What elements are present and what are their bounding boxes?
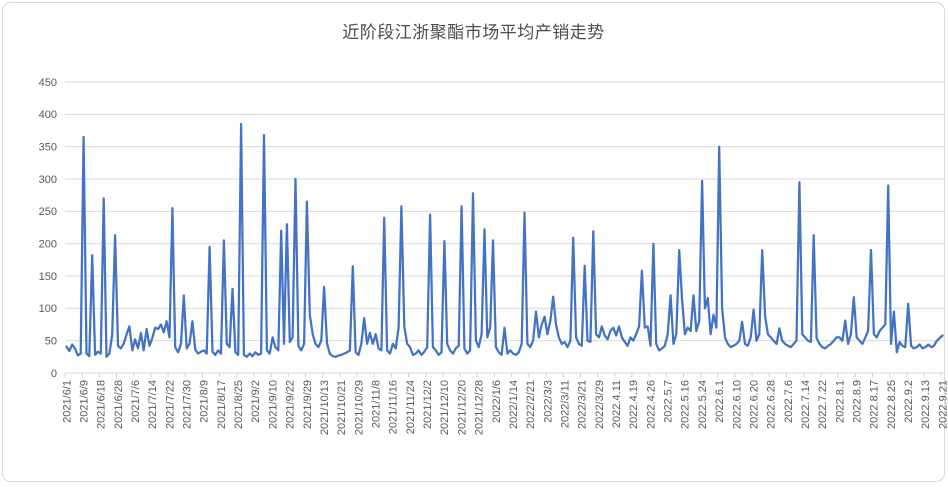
x-axis-tick-label: 2021/12/10 [439, 380, 451, 435]
x-axis-tick-label: 2021/10/21 [336, 380, 348, 435]
x-axis-tick-label: 2022/3/11 [559, 380, 571, 428]
x-axis-tick-label: 2022.5.16 [680, 380, 692, 429]
x-axis-tick-label: 2021/12/2 [422, 380, 434, 429]
y-axis-tick-label: 450 [39, 77, 57, 89]
y-axis-tick-label: 50 [45, 336, 57, 348]
x-axis-tick-label: 2021/7/14 [147, 380, 159, 429]
y-axis-tick-label: 150 [39, 271, 57, 283]
x-axis-tick-label: 2021/6/1 [61, 380, 73, 423]
x-axis-tick-label: 2022.4.19 [628, 380, 640, 429]
series-line [65, 122, 944, 358]
x-axis-tick-label: 2021/11/24 [405, 380, 417, 434]
y-axis-tick-label: 100 [39, 303, 57, 315]
x-axis-tick-label: 2021/9/2 [250, 380, 262, 423]
x-axis-tick-label: 2022.8.9 [852, 380, 864, 423]
x-axis-tick-label: 2022.9.21 [937, 380, 948, 429]
x-axis-tick-label: 2022.9.13 [920, 380, 932, 429]
x-axis-tick-label: 2021/11/16 [388, 380, 400, 434]
x-axis-tick-label: 2022/3/3 [542, 380, 554, 423]
x-axis-tick-label: 2021/8/9 [199, 380, 211, 423]
x-axis-tick-label: 2021/8/25 [233, 380, 245, 429]
y-axis-tick-label: 400 [39, 109, 57, 121]
x-axis-tick-label: 2022.8.25 [886, 380, 898, 429]
x-axis-tick-label: 2022.6.20 [748, 380, 760, 429]
x-axis-tick-label: 2022.6.28 [766, 380, 778, 429]
x-axis-tick-label: 2021/10/29 [353, 380, 365, 435]
x-axis-tick-label: 2022/1/6 [491, 380, 503, 423]
x-axis-tick-label: 2022.7.6 [783, 380, 795, 423]
line-chart-svg: 0 50 100 150 200 250 300 350 400 450 2021/6/1 2021/… [39, 77, 948, 435]
x-axis-tick-label: 2021/10/13 [319, 380, 331, 435]
y-axis-tick-label: 350 [39, 142, 57, 154]
x-axis-tick-label: 2022.6.1 [714, 380, 726, 423]
y-axis-tick-label: 250 [39, 206, 57, 218]
y-axis-tick-label: 300 [39, 174, 57, 186]
x-axis-tick-label: 2021/12/28 [474, 380, 486, 435]
x-axis-tick-label: 2021/6/9 [78, 380, 90, 423]
x-axis-tick-label: 2022.5.24 [697, 380, 709, 429]
x-axis-tick-label: 2021/8/17 [216, 380, 228, 429]
x-axis-tick-label: 2022/1/14 [508, 380, 520, 429]
x-axis-tick-label: 2021/7/6 [130, 380, 142, 423]
x-axis-tick-label: 2021/7/22 [164, 380, 176, 429]
x-axis-tick-label: 2022.4.11 [611, 380, 623, 428]
x-axis-tick-label: 2021/9/29 [302, 380, 314, 429]
x-axis-tick-label: 2021/9/10 [267, 380, 279, 429]
x-axis-tick-label: 2021/11/8 [371, 380, 383, 428]
x-axis-tick-label: 2022.5.7 [663, 380, 675, 423]
x-axis-tick-label: 2021/6/28 [113, 380, 125, 429]
x-axis-tick-label: 2021/9/22 [285, 380, 297, 429]
x-axis-tick-label: 2021/7/30 [182, 380, 194, 429]
x-axis-tick-label: 2022.9.2 [903, 380, 915, 423]
x-axis-tick-label: 2022.6.10 [731, 380, 743, 429]
y-axis-tick-label: 0 [51, 368, 57, 380]
x-axis-tick-label: 2022.7.22 [817, 380, 829, 429]
x-axis-tick-label: 2022/3/21 [577, 380, 589, 429]
x-axis-tick-label: 2022.7.14 [800, 380, 812, 429]
x-axis-tick-label: 2022.4.26 [645, 380, 657, 429]
y-axis-tick-label: 200 [39, 239, 57, 251]
x-axis-tick-label: 2022.8.1 [834, 380, 846, 423]
chart-title: 近阶段江浙聚酯市场平均产销走势 [342, 23, 605, 43]
x-axis-tick-label: 2022/2/21 [525, 380, 537, 429]
x-axis-tick-label: 2021/12/20 [456, 380, 468, 435]
x-axis-tick-label: 2022/3/29 [594, 380, 606, 429]
x-axis-tick-label: 2022.8.17 [869, 380, 881, 429]
x-axis-tick-label: 2021/6/18 [96, 380, 108, 429]
